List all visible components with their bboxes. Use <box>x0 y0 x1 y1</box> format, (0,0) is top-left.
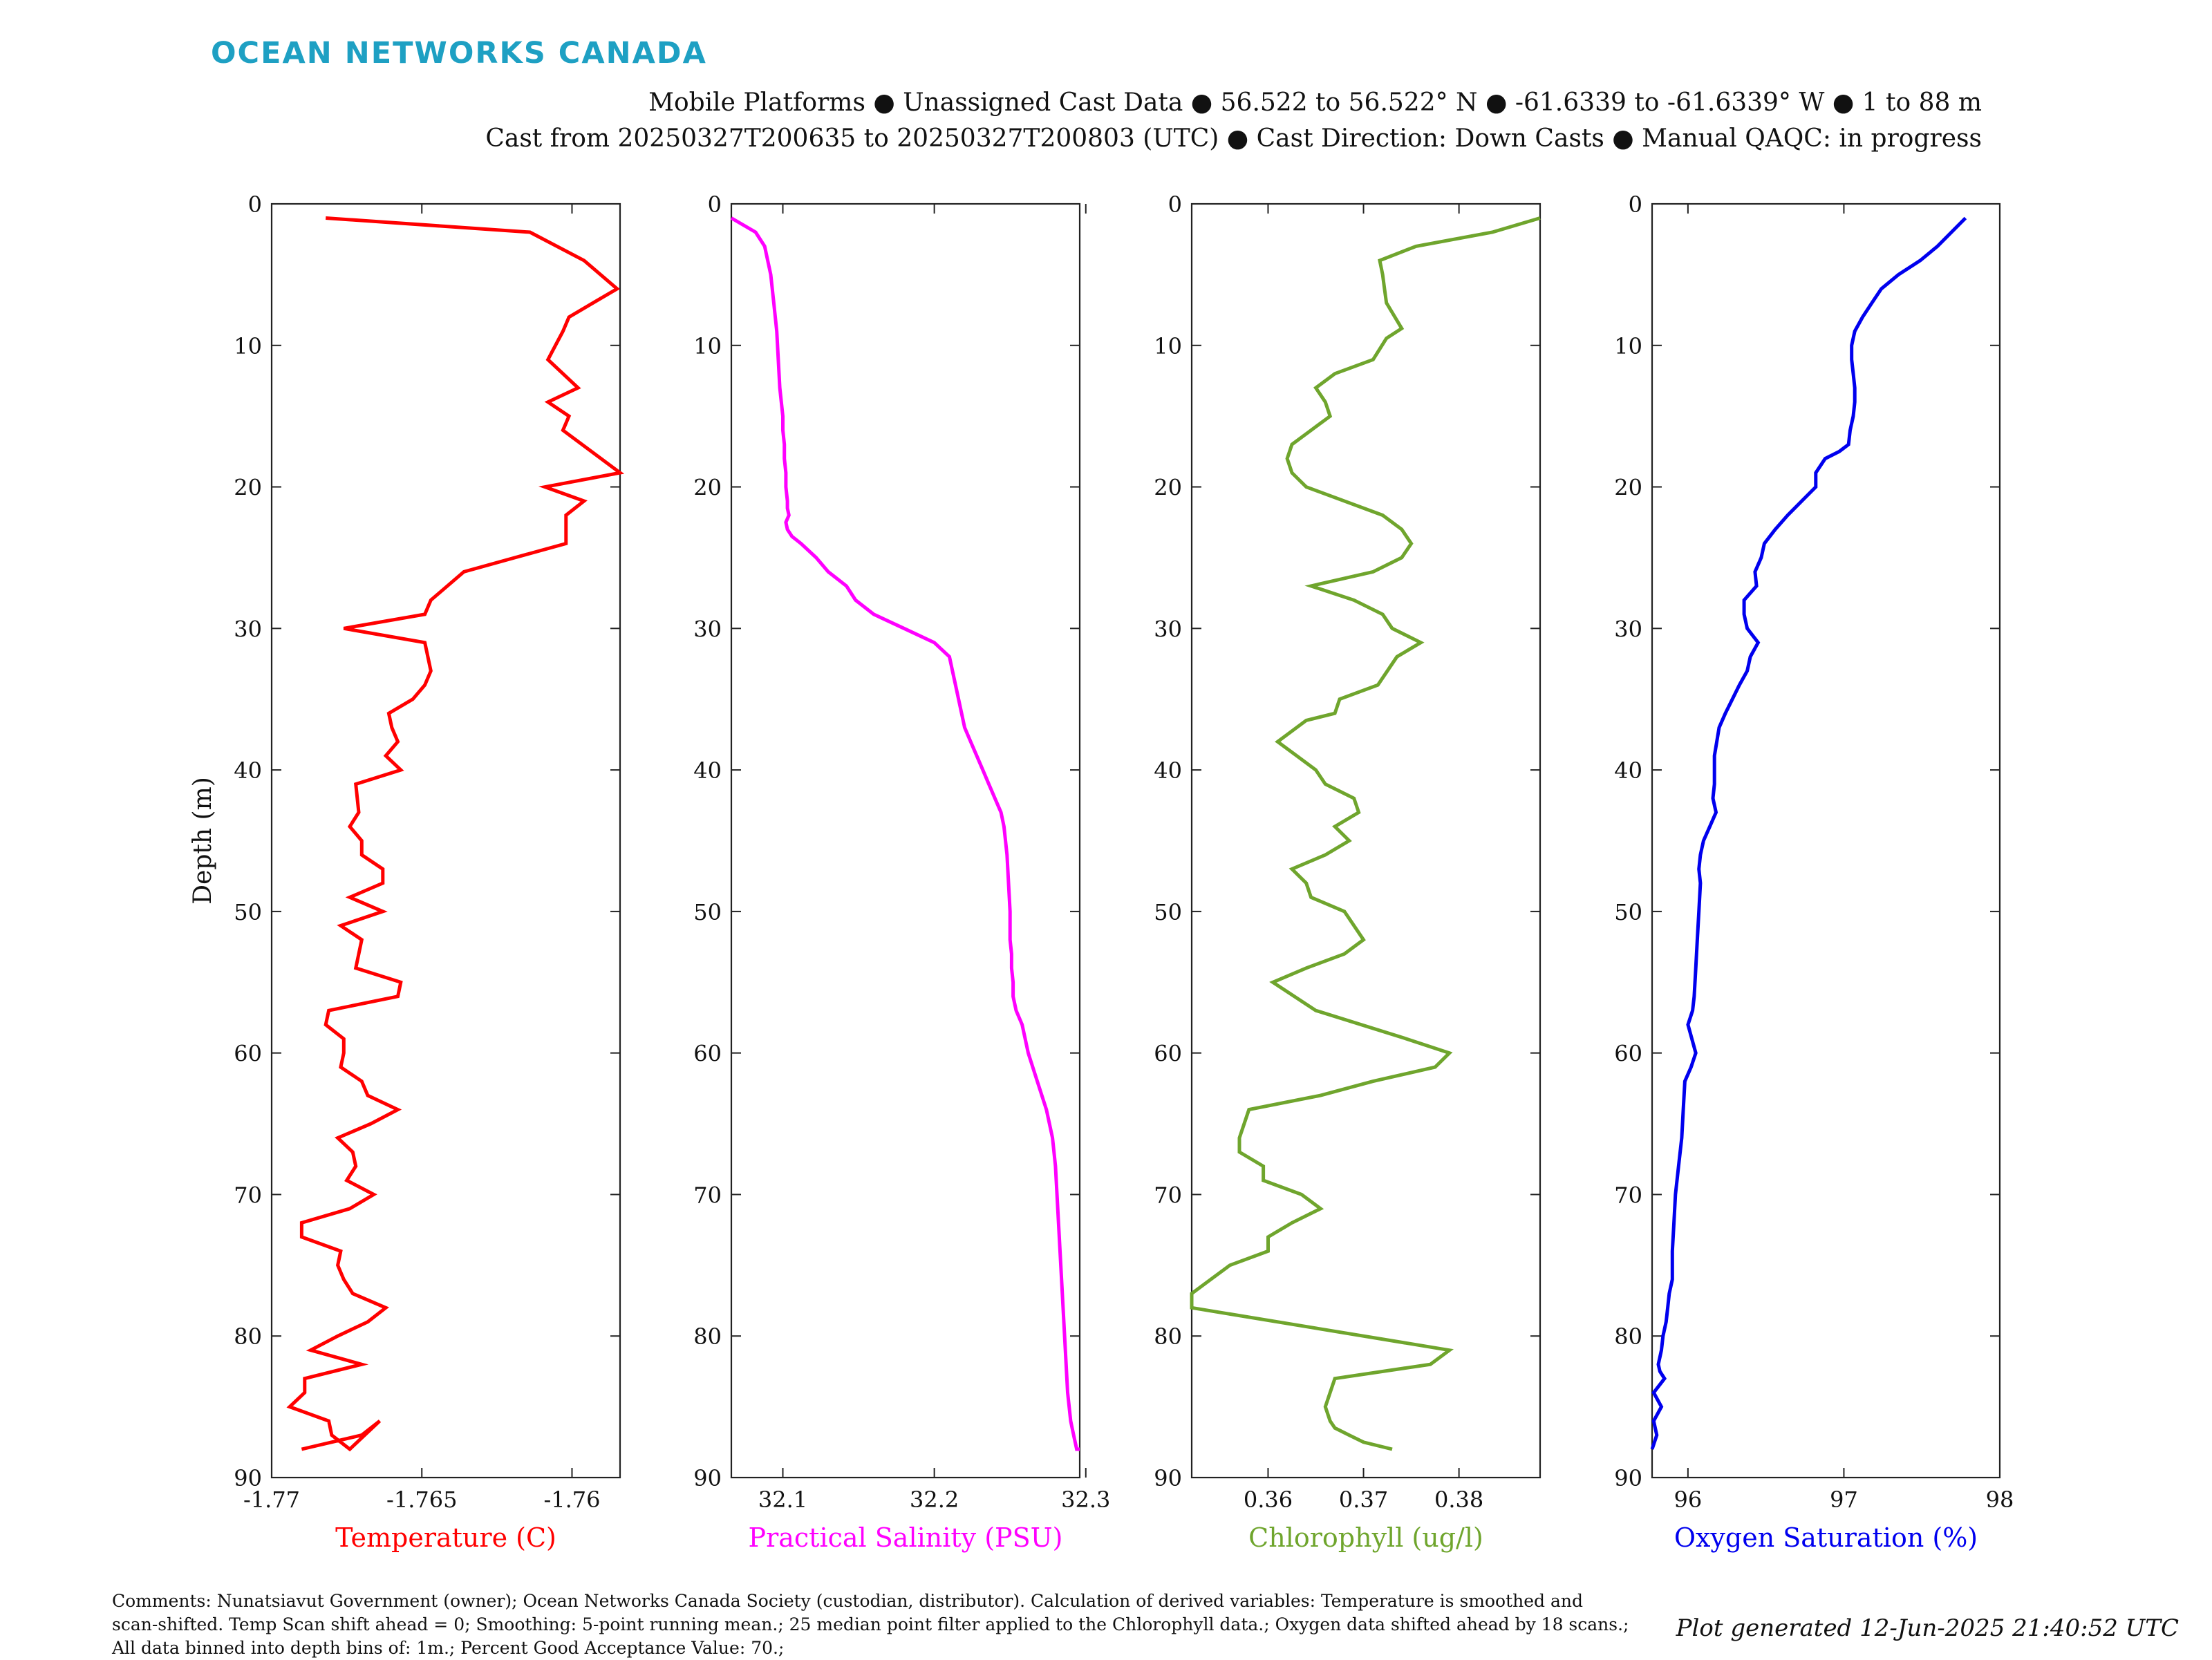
x-axis-label: Practical Salinity (PSU) <box>749 1522 1063 1553</box>
comments-text: Comments: Nunatsiavut Government (owner)… <box>112 1591 1629 1658</box>
y-tick-label: 40 <box>234 757 262 784</box>
x-tick-label: 0.36 <box>1244 1487 1293 1513</box>
y-tick-label: 20 <box>234 475 262 501</box>
y-tick-label: 50 <box>1614 899 1642 925</box>
plot-frame <box>730 202 1081 1479</box>
x-axis-label: Temperature (C) <box>335 1522 556 1553</box>
y-tick-label: 40 <box>693 757 722 784</box>
y-tick-label: 10 <box>1154 333 1182 359</box>
y-tick-label: 0 <box>708 191 722 218</box>
y-tick-label: 60 <box>693 1041 722 1067</box>
x-tick-label: -1.77 <box>243 1487 300 1513</box>
y-tick-label: 90 <box>1614 1465 1642 1491</box>
y-tick-label: 80 <box>1614 1323 1642 1350</box>
x-tick-label: 0.38 <box>1434 1487 1483 1513</box>
y-tick-label: 60 <box>1154 1041 1182 1067</box>
y-tick-label: 90 <box>234 1465 262 1491</box>
y-tick-label: 50 <box>234 899 262 925</box>
y-tick-label: 20 <box>693 475 722 501</box>
series-line <box>730 216 1080 1451</box>
y-tick-label: 70 <box>1154 1182 1182 1208</box>
plot-header-line-2: Cast from 20250327T200635 to 20250327T20… <box>485 124 1982 153</box>
y-tick-label: 20 <box>1154 475 1182 501</box>
chart-panel-3: 0 10 20 30 40 50 60 70 80 90 0.36 0.37 0.38 Chlorophy… <box>1154 191 1541 1553</box>
x-tick-label: 32.1 <box>758 1487 807 1513</box>
chart-panel-2: 0 10 20 30 40 50 60 70 80 90 32.1 32.2 32.3 Practical… <box>693 191 1110 1553</box>
y-tick-label: 30 <box>1154 616 1182 642</box>
y-tick-label: 90 <box>693 1465 722 1491</box>
chart-panel-4: 0 10 20 30 40 50 60 70 80 90 96 97 98 Oxygen Saturati… <box>1614 191 2014 1553</box>
series-line <box>1190 216 1541 1451</box>
y-tick-label: 30 <box>234 616 262 642</box>
y-tick-label: 10 <box>1614 333 1642 359</box>
x-axis-label: Oxygen Saturation (%) <box>1674 1522 1978 1553</box>
x-tick-label: -1.765 <box>386 1487 457 1513</box>
y-tick-label: 50 <box>693 899 722 925</box>
y-tick-label: 10 <box>234 333 262 359</box>
y-tick-label: 0 <box>1168 191 1182 218</box>
x-tick-label: 32.3 <box>1061 1487 1110 1513</box>
x-tick-label: 0.37 <box>1339 1487 1388 1513</box>
y-tick-label: 80 <box>1154 1323 1182 1350</box>
y-axis-label: Depth (m) <box>189 777 217 905</box>
y-tick-label: 60 <box>1614 1041 1642 1067</box>
y-tick-label: 80 <box>234 1323 262 1350</box>
y-tick-label: 40 <box>1614 757 1642 784</box>
x-tick-label: 32.2 <box>910 1487 959 1513</box>
y-tick-label: 60 <box>234 1041 262 1067</box>
y-tick-label: 70 <box>693 1182 722 1208</box>
plot-frame <box>1190 202 1541 1479</box>
y-tick-label: 30 <box>1614 616 1642 642</box>
x-tick-label: 97 <box>1830 1487 1858 1513</box>
x-tick-label: 98 <box>1986 1487 2014 1513</box>
y-tick-label: 50 <box>1154 899 1182 925</box>
plot-generated-timestamp: Plot generated 12-Jun-2025 21:40:52 UTC <box>1676 1614 2179 1642</box>
x-axis-label: Chlorophyll (ug/l) <box>1248 1522 1483 1553</box>
plot-frame <box>270 202 621 1479</box>
y-tick-label: 80 <box>693 1323 722 1350</box>
series-line <box>1650 216 1967 1450</box>
x-tick-label: 96 <box>1674 1487 1703 1513</box>
chart-panel-1: 0 10 20 30 40 50 60 70 80 90-1.77 -1.765 -1.76 Tempe… <box>189 191 625 1553</box>
y-tick-label: 10 <box>693 333 722 359</box>
y-tick-label: 20 <box>1614 475 1642 501</box>
y-tick-label: 70 <box>1614 1182 1642 1208</box>
series-line <box>286 216 625 1452</box>
y-tick-label: 30 <box>693 616 722 642</box>
y-tick-label: 0 <box>248 191 262 218</box>
y-tick-label: 40 <box>1154 757 1182 784</box>
y-tick-label: 70 <box>234 1182 262 1208</box>
plot-frame <box>1651 202 2001 1479</box>
y-tick-label: 90 <box>1154 1465 1182 1491</box>
plot-header-line-1: Mobile Platforms ● Unassigned Cast Data … <box>648 88 1982 117</box>
x-tick-label: -1.76 <box>543 1487 600 1513</box>
y-tick-label: 0 <box>1629 191 1642 218</box>
ocean-networks-canada-logo: OCEAN NETWORKS CANADA <box>211 36 707 70</box>
